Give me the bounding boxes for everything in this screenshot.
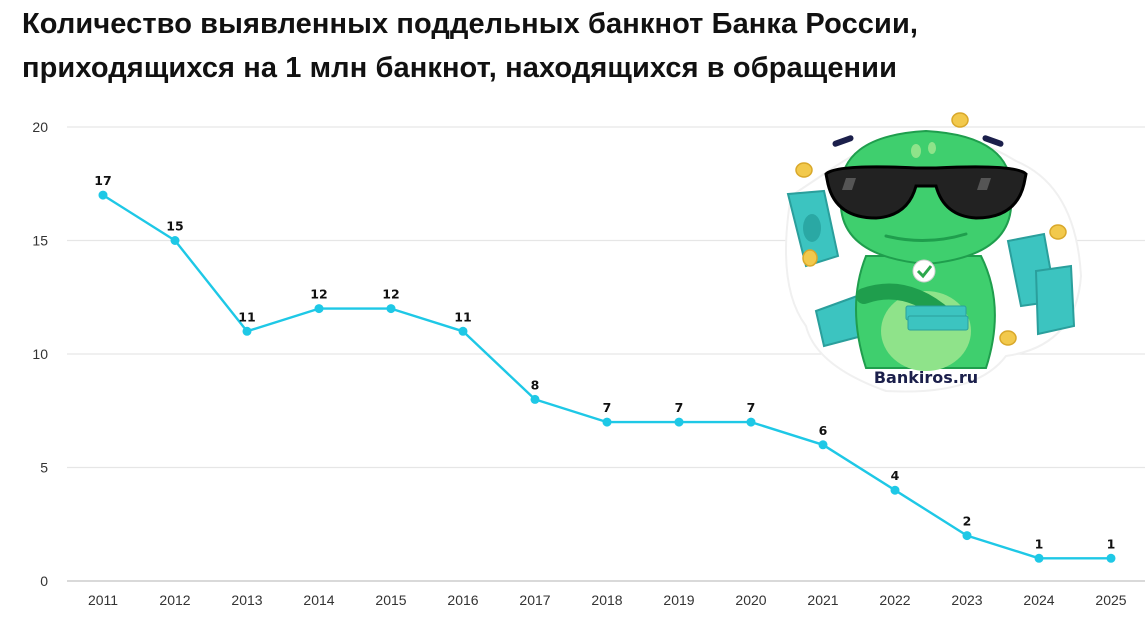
data-label: 11 [454, 309, 471, 324]
x-tick-label: 2023 [951, 592, 982, 608]
x-tick-label: 2020 [735, 592, 766, 608]
watermark-text: Bankiros.ru [874, 368, 978, 387]
x-tick-label: 2016 [447, 592, 478, 608]
data-point[interactable] [314, 304, 324, 314]
data-label: 12 [382, 287, 399, 302]
data-point[interactable] [890, 485, 900, 495]
chart-title-line-2: приходящихся на 1 млн банкнот, находящих… [22, 52, 898, 84]
data-point[interactable] [1106, 553, 1116, 563]
frog-mascot-sunglasses-icon: Bankiros.ru [785, 112, 1083, 393]
data-point[interactable] [962, 531, 972, 541]
y-tick-label: 15 [32, 233, 48, 249]
data-point[interactable] [674, 417, 684, 427]
chart-title-line-1: Количество выявленных поддельных банкнот… [22, 8, 919, 40]
data-label: 7 [675, 400, 684, 415]
data-label: 1 [1035, 536, 1044, 551]
x-tick-label: 2022 [879, 592, 910, 608]
y-tick-label: 20 [32, 119, 48, 135]
data-label: 7 [747, 400, 756, 415]
x-tick-label: 2021 [807, 592, 838, 608]
data-point[interactable] [386, 304, 396, 314]
chart-title: Количество выявленных поддельных банкнот… [22, 2, 1132, 90]
data-points [98, 190, 1116, 563]
data-label: 1 [1107, 536, 1116, 551]
x-tick-label: 2013 [231, 592, 262, 608]
x-tick-label: 2018 [591, 592, 622, 608]
x-tick-label: 2015 [375, 592, 406, 608]
y-tick-label: 0 [40, 573, 48, 589]
data-label: 2 [963, 514, 972, 529]
data-label: 6 [819, 423, 828, 438]
data-point[interactable] [602, 417, 612, 427]
data-point[interactable] [746, 417, 756, 427]
x-tick-label: 2014 [303, 592, 334, 608]
x-tick-label: 2025 [1095, 592, 1126, 608]
x-axis: 2011 2012 2013 2014 2015 2016 2017 2018 2019 2020… [88, 592, 1127, 608]
x-tick-label: 2019 [663, 592, 694, 608]
x-tick-label: 2012 [159, 592, 190, 608]
bankiros-mascot-watermark: Bankiros.ru [776, 106, 1096, 396]
data-point[interactable] [818, 440, 828, 450]
x-tick-label: 2024 [1023, 592, 1054, 608]
data-point[interactable] [242, 326, 252, 336]
data-label: 11 [238, 309, 255, 324]
x-tick-label: 2011 [88, 592, 118, 608]
y-axis: 0 5 10 15 20 [32, 119, 48, 589]
data-point[interactable] [1034, 553, 1044, 563]
data-point[interactable] [458, 326, 468, 336]
y-tick-label: 10 [32, 346, 48, 362]
x-tick-label: 2017 [519, 592, 550, 608]
y-tick-label: 5 [40, 460, 48, 476]
data-label: 4 [891, 468, 900, 483]
data-label: 12 [310, 287, 327, 302]
data-point[interactable] [98, 190, 108, 200]
data-label: 15 [166, 219, 183, 234]
data-point[interactable] [530, 394, 540, 404]
data-label: 7 [603, 400, 612, 415]
data-label: 17 [94, 173, 111, 188]
data-point[interactable] [170, 236, 180, 245]
data-label: 8 [531, 377, 540, 392]
